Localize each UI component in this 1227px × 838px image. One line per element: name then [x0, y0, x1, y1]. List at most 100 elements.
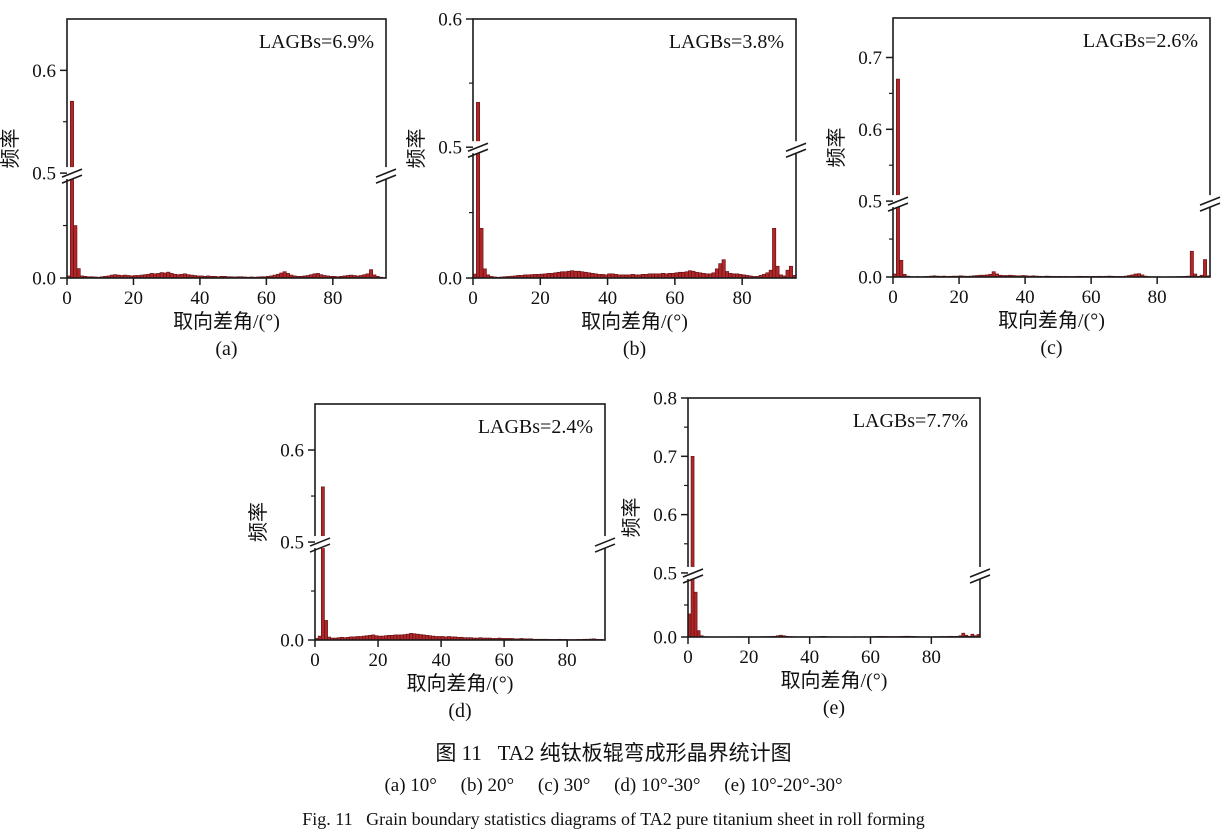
bar [566, 270, 571, 279]
lagbs-annotation: LAGBs=2.6% [1083, 30, 1198, 52]
bar [714, 268, 719, 279]
y-tick-label: 0.0 [32, 269, 56, 290]
x-tick-label: 20 [124, 288, 143, 309]
bar [570, 270, 575, 279]
axis-break-right [375, 167, 397, 184]
x-tick-label: 40 [432, 650, 451, 671]
bar [677, 271, 682, 279]
x-tick-label: 40 [1016, 287, 1035, 308]
bar [1189, 250, 1194, 278]
bar [688, 270, 692, 279]
bar [718, 263, 723, 279]
figure-caption-en: Fig. 11 Grain boundary statistics diagra… [302, 809, 925, 829]
x-tick-label: 0 [310, 650, 320, 671]
bar [690, 456, 695, 638]
y-axis: 0.0 0.5 0.6 [280, 441, 315, 652]
bar [282, 271, 287, 279]
y-tick-label: 0.0 [438, 269, 462, 290]
y-axis-break-marks [682, 566, 991, 584]
x-tick-label: 60 [861, 647, 880, 668]
bar [556, 271, 561, 279]
x-tick-label: 40 [598, 288, 617, 309]
y-tick-label: 0.6 [32, 61, 56, 82]
bar [768, 269, 773, 279]
y-tick-label: 0.0 [858, 268, 882, 289]
y-axis: 0.0 0.5 0.6 [32, 61, 67, 290]
bar [166, 271, 171, 279]
y-tick-label: 0.0 [280, 631, 304, 652]
x-tick-label: 20 [369, 650, 388, 671]
x-tick-label: 20 [950, 287, 969, 308]
bar [693, 591, 698, 638]
bar [560, 271, 565, 279]
bar [418, 634, 423, 641]
x-axis: 0 20 40 60 80 [62, 278, 342, 309]
x-tick-label: 60 [257, 288, 276, 309]
x-tick-label: 20 [531, 288, 550, 309]
bar [772, 228, 777, 279]
axis-break-right [785, 141, 807, 158]
axis-break-right [594, 536, 616, 553]
y-axis-title: 频率 [405, 129, 428, 169]
y-tick-label: 0.7 [653, 447, 677, 468]
bar [681, 271, 686, 279]
y-tick-label: 0.8 [653, 389, 677, 410]
y-tick-label: 0.5 [32, 164, 56, 185]
bar [684, 271, 689, 279]
bar [788, 265, 793, 279]
lagbs-annotation: LAGBs=2.4% [478, 416, 593, 438]
y-tick-label: 0.5 [280, 533, 304, 554]
y-tick-label: 0.5 [438, 138, 462, 159]
bar [580, 271, 585, 279]
y-axis-title: 频率 [247, 502, 270, 542]
x-axis: 0 20 40 60 80 [468, 278, 752, 309]
x-tick-label: 80 [323, 288, 342, 309]
panel-label: (d) [448, 700, 471, 722]
histogram-bars [66, 100, 387, 279]
x-axis-title: 取向差角/(°) [173, 310, 280, 333]
x-tick-label: 60 [1082, 287, 1101, 308]
x-tick-label: 80 [558, 650, 577, 671]
bar [476, 102, 481, 279]
x-axis-title: 取向差角/(°) [781, 669, 888, 692]
y-axis-break-marks [887, 195, 1221, 212]
y-tick-label: 0.5 [858, 192, 882, 213]
lagbs-annotation: LAGBs=7.7% [853, 410, 968, 432]
x-tick-label: 0 [62, 288, 72, 309]
x-axis: 0 20 40 60 80 [888, 277, 1167, 308]
bar [583, 271, 588, 279]
bar [576, 270, 581, 279]
x-tick-label: 80 [1148, 287, 1167, 308]
y-axis-title: 频率 [0, 129, 22, 169]
lagbs-annotation: LAGBs=3.8% [669, 31, 784, 53]
bar [412, 633, 417, 641]
bar [482, 268, 487, 279]
axis-break-left [61, 167, 83, 184]
grain-boundary-charts-canvas: 0.00.50.60 20 40 60 80频率取向差角/(°)LAGBs=6.9%(a… [0, 10, 1221, 722]
y-axis-break-marks [61, 167, 397, 184]
bar [691, 270, 696, 279]
axis-break-left [309, 536, 331, 553]
plot-border [892, 17, 1211, 278]
plot-border [314, 403, 606, 641]
x-tick-label: 60 [495, 650, 514, 671]
bar [785, 269, 790, 279]
bar [694, 271, 699, 279]
bar [369, 269, 374, 279]
y-axis-title: 频率 [620, 498, 643, 538]
x-axis-title: 取向差角/(°) [581, 310, 688, 333]
x-axis: 0 20 40 60 80 [683, 637, 941, 668]
plot-border [687, 397, 981, 638]
y-axis: 0.0 0.5 0.6 0.7 [858, 48, 893, 289]
bar [73, 225, 78, 279]
bar [721, 259, 726, 279]
axis-break-right [1199, 195, 1221, 212]
x-tick-label: 80 [733, 288, 752, 309]
y-axis-title: 频率 [825, 128, 848, 168]
y-tick-label: 0.7 [858, 48, 882, 69]
bar [415, 633, 420, 641]
histogram-bars [687, 456, 981, 638]
